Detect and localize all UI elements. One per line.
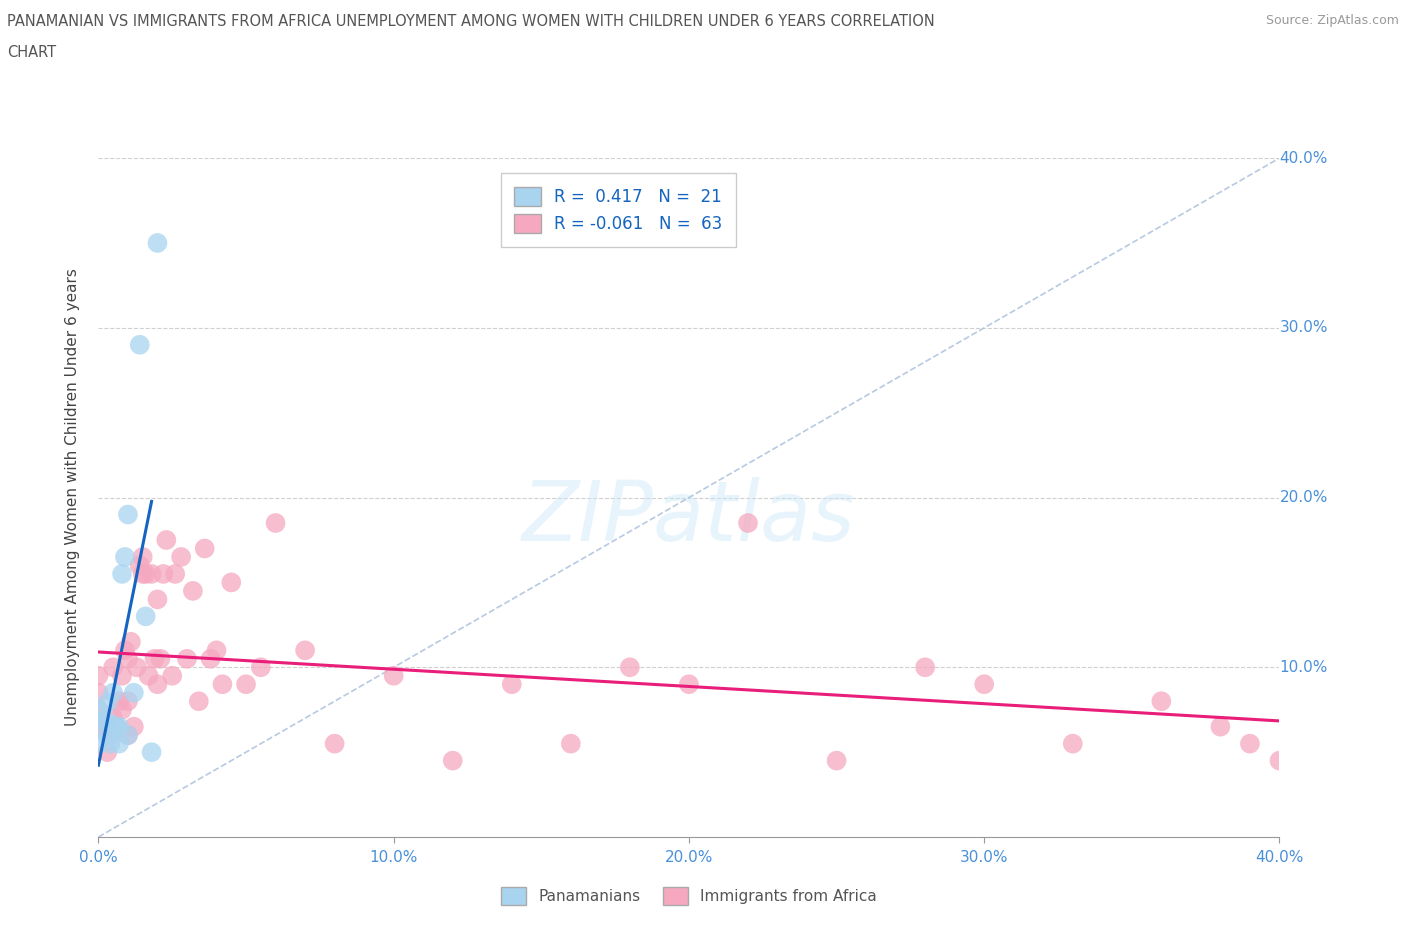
- Point: [1239, 737, 1261, 751]
- Point: [108, 694, 131, 709]
- Point: [250, 660, 273, 675]
- Text: 40.0%: 40.0%: [1279, 151, 1327, 166]
- Point: [294, 643, 316, 658]
- Point: [87, 685, 110, 700]
- Point: [146, 235, 169, 250]
- Point: [87, 702, 110, 717]
- Point: [138, 669, 160, 684]
- Point: [155, 533, 177, 548]
- Point: [1062, 737, 1084, 751]
- Point: [103, 660, 125, 675]
- Point: [678, 677, 700, 692]
- Point: [1209, 719, 1232, 734]
- Point: [105, 719, 128, 734]
- Point: [111, 702, 134, 717]
- Point: [914, 660, 936, 675]
- Point: [117, 727, 139, 742]
- Point: [87, 719, 110, 734]
- Point: [141, 566, 163, 581]
- Legend: Panamanians, Immigrants from Africa: Panamanians, Immigrants from Africa: [495, 881, 883, 910]
- Point: [105, 719, 128, 734]
- Y-axis label: Unemployment Among Women with Children Under 6 years: Unemployment Among Women with Children U…: [65, 269, 80, 726]
- Point: [98, 727, 121, 742]
- Point: [108, 719, 131, 734]
- Point: [108, 737, 131, 751]
- Point: [181, 583, 204, 598]
- Point: [103, 711, 125, 725]
- Point: [323, 737, 346, 751]
- Point: [135, 566, 157, 581]
- Point: [264, 515, 287, 530]
- Text: 20.0%: 20.0%: [1279, 490, 1327, 505]
- Point: [132, 550, 155, 565]
- Point: [87, 669, 110, 684]
- Point: [152, 566, 174, 581]
- Text: Source: ZipAtlas.com: Source: ZipAtlas.com: [1265, 14, 1399, 27]
- Point: [560, 737, 582, 751]
- Point: [141, 745, 163, 760]
- Point: [194, 541, 217, 556]
- Point: [117, 727, 139, 742]
- Point: [103, 719, 125, 734]
- Point: [235, 677, 257, 692]
- Point: [205, 643, 228, 658]
- Point: [120, 634, 142, 649]
- Point: [96, 696, 118, 711]
- Point: [619, 660, 641, 675]
- Point: [176, 651, 198, 666]
- Point: [87, 714, 110, 729]
- Point: [98, 737, 121, 751]
- Point: [149, 651, 172, 666]
- Point: [219, 575, 242, 590]
- Point: [973, 677, 995, 692]
- Point: [111, 566, 134, 581]
- Point: [103, 685, 125, 700]
- Point: [114, 550, 136, 565]
- Point: [117, 651, 139, 666]
- Point: [117, 507, 139, 522]
- Point: [96, 719, 118, 734]
- Text: 10.0%: 10.0%: [1279, 659, 1327, 675]
- Point: [96, 745, 118, 760]
- Point: [87, 702, 110, 717]
- Point: [501, 677, 523, 692]
- Point: [200, 651, 222, 666]
- Point: [146, 677, 169, 692]
- Point: [128, 558, 150, 573]
- Point: [825, 753, 848, 768]
- Point: [1268, 753, 1291, 768]
- Point: [441, 753, 464, 768]
- Point: [211, 677, 233, 692]
- Point: [96, 714, 118, 729]
- Point: [96, 727, 118, 742]
- Point: [117, 694, 139, 709]
- Point: [128, 338, 150, 352]
- Point: [87, 737, 110, 751]
- Point: [143, 651, 166, 666]
- Point: [737, 515, 759, 530]
- Point: [135, 609, 157, 624]
- Point: [170, 550, 193, 565]
- Text: CHART: CHART: [7, 45, 56, 60]
- Point: [382, 669, 405, 684]
- Point: [122, 685, 145, 700]
- Point: [122, 719, 145, 734]
- Point: [125, 660, 148, 675]
- Text: 30.0%: 30.0%: [1279, 320, 1327, 336]
- Point: [132, 566, 155, 581]
- Point: [146, 592, 169, 607]
- Point: [162, 669, 183, 684]
- Point: [165, 566, 187, 581]
- Point: [114, 643, 136, 658]
- Point: [1150, 694, 1173, 709]
- Text: PANAMANIAN VS IMMIGRANTS FROM AFRICA UNEMPLOYMENT AMONG WOMEN WITH CHILDREN UNDE: PANAMANIAN VS IMMIGRANTS FROM AFRICA UNE…: [7, 14, 935, 29]
- Point: [111, 669, 134, 684]
- Point: [187, 694, 209, 709]
- Text: ZIPatlas: ZIPatlas: [522, 477, 856, 558]
